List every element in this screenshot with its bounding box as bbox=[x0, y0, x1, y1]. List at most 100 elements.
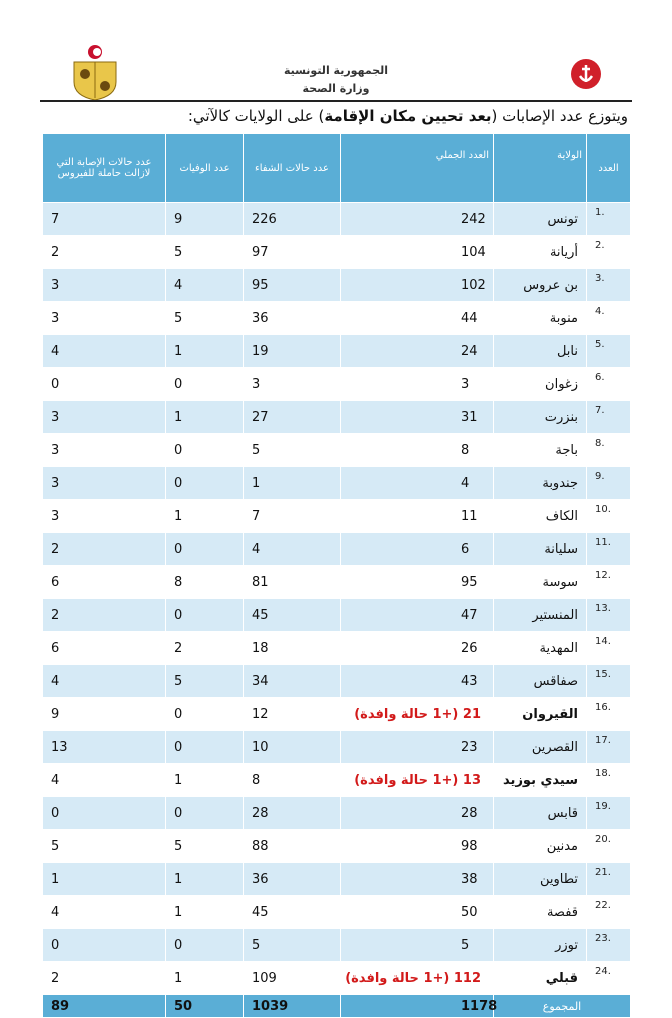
recovered: 7 bbox=[243, 499, 341, 533]
recovered: 4 bbox=[243, 532, 341, 566]
table-row: 11. سليانة 6 4 0 2 bbox=[42, 532, 631, 566]
recovered: 109 bbox=[243, 961, 341, 995]
total-cases: 104 bbox=[340, 235, 494, 269]
recovered: 88 bbox=[243, 829, 341, 863]
active-cases: 2 bbox=[42, 961, 166, 995]
total-cases: 112 (+1 حالة وافدة) bbox=[340, 961, 494, 995]
total-cases: 4 bbox=[340, 466, 494, 500]
recovered: 3 bbox=[243, 367, 341, 401]
recovered: 97 bbox=[243, 235, 341, 269]
deaths: 5 bbox=[165, 829, 244, 863]
active-cases: 13 bbox=[42, 730, 166, 764]
title-bold: بعد تحيين مكان الإقامة bbox=[324, 107, 492, 125]
table-row: 19. قابس 28 28 0 0 bbox=[42, 796, 631, 830]
deaths: 0 bbox=[165, 466, 244, 500]
recovered: 45 bbox=[243, 895, 341, 929]
governorate: المنستير bbox=[493, 598, 587, 632]
governorate: قفصة bbox=[493, 895, 587, 929]
active-cases: 0 bbox=[42, 796, 166, 830]
total-cases: 6 bbox=[340, 532, 494, 566]
deaths: 0 bbox=[165, 532, 244, 566]
total-cases: 47 bbox=[340, 598, 494, 632]
total-cases: 242 bbox=[340, 202, 494, 236]
total-value: 1039 bbox=[243, 994, 341, 1018]
deaths: 1 bbox=[165, 400, 244, 434]
recovered: 36 bbox=[243, 301, 341, 335]
ministry-logo bbox=[571, 59, 601, 89]
recovered: 10 bbox=[243, 730, 341, 764]
deaths: 1 bbox=[165, 763, 244, 797]
row-number: 15. bbox=[586, 664, 631, 698]
deaths: 9 bbox=[165, 202, 244, 236]
row-number: 14. bbox=[586, 631, 631, 665]
recovered: 18 bbox=[243, 631, 341, 665]
active-cases: 3 bbox=[42, 268, 166, 302]
column-header: العدد الجملي bbox=[340, 133, 494, 203]
row-number: 19. bbox=[586, 796, 631, 830]
country-name: الجمهورية التونسية bbox=[283, 64, 389, 77]
table-row: 8. باجة 8 5 0 3 bbox=[42, 433, 631, 467]
active-cases: 3 bbox=[42, 499, 166, 533]
table-row: 7. بنزرت 31 27 1 3 bbox=[42, 400, 631, 434]
governorate: تطاوين bbox=[493, 862, 587, 896]
deaths: 0 bbox=[165, 697, 244, 731]
deaths: 5 bbox=[165, 235, 244, 269]
total-cases: 3 bbox=[340, 367, 494, 401]
governorate: جندوبة bbox=[493, 466, 587, 500]
governorate: مدنين bbox=[493, 829, 587, 863]
deaths: 1 bbox=[165, 499, 244, 533]
total-cases: 8 bbox=[340, 433, 494, 467]
deaths: 0 bbox=[165, 598, 244, 632]
governorate: قابس bbox=[493, 796, 587, 830]
total-cases: 38 bbox=[340, 862, 494, 896]
table-row: 10. الكاف 11 7 1 3 bbox=[42, 499, 631, 533]
recovered: 36 bbox=[243, 862, 341, 896]
governorate: القيروان bbox=[493, 697, 587, 731]
governorate: القصرين bbox=[493, 730, 587, 764]
governorate: صفاقس bbox=[493, 664, 587, 698]
table-row: 9. جندوبة 4 1 0 3 bbox=[42, 466, 631, 500]
row-number: 3. bbox=[586, 268, 631, 302]
governorate: الكاف bbox=[493, 499, 587, 533]
active-cases: 1 bbox=[42, 862, 166, 896]
total-cases: 95 bbox=[340, 565, 494, 599]
deaths: 5 bbox=[165, 664, 244, 698]
active-cases: 4 bbox=[42, 895, 166, 929]
governorate: قبلي bbox=[493, 961, 587, 995]
active-cases: 0 bbox=[42, 928, 166, 962]
active-cases: 4 bbox=[42, 763, 166, 797]
row-number: 17. bbox=[586, 730, 631, 764]
active-cases: 7 bbox=[42, 202, 166, 236]
row-number: 5. bbox=[586, 334, 631, 368]
recovered: 95 bbox=[243, 268, 341, 302]
row-number: 10. bbox=[586, 499, 631, 533]
row-number: 8. bbox=[586, 433, 631, 467]
total-cases: 50 bbox=[340, 895, 494, 929]
active-cases: 6 bbox=[42, 565, 166, 599]
row-number: 16. bbox=[586, 697, 631, 731]
table-row: 6. زغوان 3 3 0 0 bbox=[42, 367, 631, 401]
active-cases: 2 bbox=[42, 235, 166, 269]
deaths: 8 bbox=[165, 565, 244, 599]
column-header: عدد الوفيات bbox=[165, 133, 244, 203]
table-row: 2. أريانة 104 97 5 2 bbox=[42, 235, 631, 269]
recovered: 5 bbox=[243, 928, 341, 962]
deaths: 0 bbox=[165, 796, 244, 830]
deaths: 4 bbox=[165, 268, 244, 302]
row-number: 13. bbox=[586, 598, 631, 632]
total-cases: 24 bbox=[340, 334, 494, 368]
total-cases: 31 bbox=[340, 400, 494, 434]
recovered: 81 bbox=[243, 565, 341, 599]
header-rule bbox=[40, 100, 632, 102]
table-row: 18. سيدي بوزيد 13 (+1 حالة وافدة) 8 1 4 bbox=[42, 763, 631, 797]
total-cases: 13 (+1 حالة وافدة) bbox=[340, 763, 494, 797]
recovered: 226 bbox=[243, 202, 341, 236]
table-row: 5. نابل 24 19 1 4 bbox=[42, 334, 631, 368]
governorate: نابل bbox=[493, 334, 587, 368]
active-cases: 4 bbox=[42, 664, 166, 698]
governorate: تونس bbox=[493, 202, 587, 236]
row-number: 22. bbox=[586, 895, 631, 929]
table-row: 23. توزر 5 5 0 0 bbox=[42, 928, 631, 962]
row-number: 20. bbox=[586, 829, 631, 863]
governorate: سيدي بوزيد bbox=[493, 763, 587, 797]
